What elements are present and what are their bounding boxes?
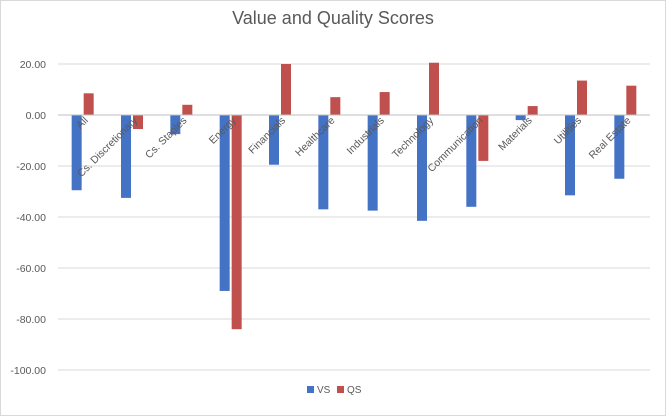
bar-qs-all: [83, 93, 94, 115]
bar-qs-real-estate: [626, 85, 637, 115]
bar-vs-cs-staples: [170, 115, 181, 135]
bar-qs-communication: [478, 115, 489, 161]
bar-qs-healthcare: [330, 97, 341, 115]
y-tick-label: 20.00: [20, 59, 46, 71]
y-tick-label: -20.00: [16, 161, 46, 173]
x-tick-label: Real Estate: [587, 115, 634, 162]
bar-vs-energy: [219, 115, 230, 291]
bar-qs-cs-staples: [182, 104, 193, 115]
bar-vs-communication: [466, 115, 477, 207]
x-tick-label: Industrials: [344, 115, 386, 157]
legend-label-vs: VS: [317, 385, 331, 396]
bar-qs-utilities: [577, 80, 587, 115]
x-tick-label: Healthcare: [293, 115, 338, 160]
bar-vs-financials: [269, 115, 279, 165]
bar-qs-energy: [231, 115, 242, 330]
bar-qs-industrials: [379, 92, 390, 115]
x-tick-label: Technology: [390, 114, 437, 161]
x-tick-label: Financials: [246, 115, 288, 157]
bar-vs-technology: [417, 115, 427, 221]
y-axis-ticks: 20.00 0.00 -20.00 -40.00 -60.00 -80.00 -100.00: [10, 59, 46, 377]
y-tick-label: 0.00: [26, 110, 47, 122]
bar-vs-utilities: [565, 115, 575, 196]
bar-qs-financials: [281, 64, 291, 115]
bar-vs-real-estate: [614, 115, 625, 179]
y-tick-label: -40.00: [16, 212, 46, 224]
bar-vs-healthcare: [318, 115, 329, 210]
legend-swatch-vs: [307, 386, 314, 393]
bar-vs-materials: [515, 115, 526, 121]
gridlines: [58, 63, 650, 371]
legend-swatch-qs: [337, 386, 344, 393]
legend-label-qs: QS: [347, 385, 362, 396]
y-tick-label: -100.00: [10, 365, 46, 377]
bars: [71, 62, 637, 330]
legend: VS QS: [307, 385, 362, 396]
x-tick-label: Cs. Staples: [143, 115, 189, 161]
bar-vs-cs-discretionary: [121, 115, 131, 198]
bar-qs-technology: [429, 62, 439, 115]
y-tick-label: -80.00: [16, 314, 46, 326]
bar-qs-materials: [527, 106, 538, 115]
bar-vs-all: [71, 115, 82, 191]
bar-vs-industrials: [367, 115, 378, 211]
y-tick-label: -60.00: [16, 263, 46, 275]
x-tick-label: Materials: [496, 115, 535, 154]
bar-qs-cs-discretionary: [133, 115, 143, 130]
chart-title: Value and Quality Scores: [232, 8, 434, 28]
